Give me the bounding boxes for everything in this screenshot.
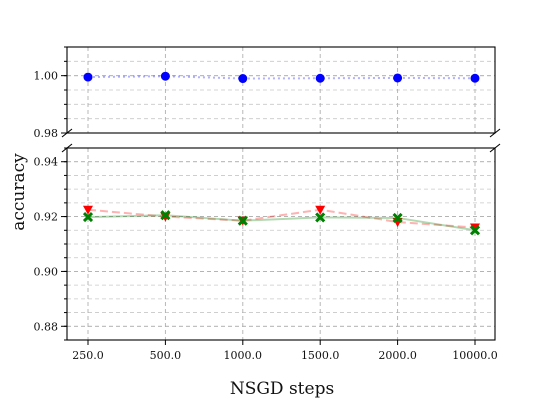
axis-break-mark [489,128,501,138]
x-tick-label: 250.0 [72,349,104,362]
y-tick-label: 0.94 [34,156,59,169]
y-tick-label: 0.92 [34,211,59,224]
x-tick-label: 1500.0 [301,349,340,362]
x-tick-label: 10000.0 [452,349,498,362]
y-tick-label: 1.00 [34,70,59,83]
series-line [87,214,476,232]
series-line [87,75,476,80]
top-panel: 0.98 1.00 [34,46,496,140]
axis-break-mark [489,143,501,153]
data-point [82,212,94,223]
data-point [470,73,480,83]
data-point [393,73,403,83]
y-tick-label: 0.90 [34,265,59,278]
data-point [237,215,248,226]
data-point [392,212,403,224]
x-tick-label: 1000.0 [224,349,263,362]
data-point [83,72,93,82]
data-point [83,205,93,215]
series-2 [82,210,481,236]
plot-frame [66,147,496,341]
y-tick-label: 0.98 [34,127,59,140]
data-point [315,73,325,83]
series-line [87,208,476,229]
axis-break-mark [61,128,73,138]
data-point [315,212,326,223]
data-point [469,225,481,236]
y-tick-label: 0.88 [34,320,59,333]
data-point [160,210,171,221]
data-point [315,205,326,215]
x-tick-label: 500.0 [150,349,182,362]
bottom-panel: 0.88 0.90 0.92 0.94 250.0 500.0 1000.0 1500.0 20… [34,147,498,362]
plot-frame [66,46,496,134]
x-tick-label: 2000.0 [378,349,417,362]
series-0 [83,71,480,84]
data-point [238,74,248,84]
axis-break-mark [61,143,73,153]
data-point [160,71,170,81]
y-axis-label: accuracy [9,153,29,231]
x-axis-label: NSGD steps [230,379,334,399]
